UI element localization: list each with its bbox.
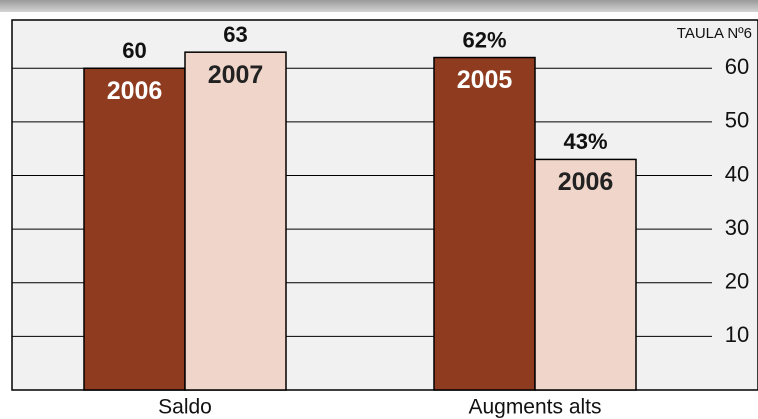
y-tick-label: 30 xyxy=(725,215,749,240)
y-tick-label: 10 xyxy=(725,322,749,347)
bar xyxy=(184,51,287,391)
y-tick-label: 20 xyxy=(725,269,749,294)
x-tick-label: Saldo xyxy=(158,396,212,419)
bar-year-label: 2006 xyxy=(107,77,163,105)
table-label: TAULA Nº6 xyxy=(677,25,752,42)
bar xyxy=(534,158,637,391)
value-label: 63 xyxy=(223,22,247,47)
value-label: 62% xyxy=(462,27,506,52)
header-band xyxy=(0,0,758,12)
value-label: 60 xyxy=(122,38,146,63)
value-label: 43% xyxy=(563,129,607,154)
bar-year-label: 2007 xyxy=(208,61,264,89)
y-tick-label: 50 xyxy=(725,108,749,133)
bar xyxy=(433,56,536,391)
x-tick-label: Augments alts xyxy=(468,396,601,419)
bar-year-label: 2006 xyxy=(558,168,614,196)
bar-year-label: 2005 xyxy=(457,66,513,94)
y-tick-label: 40 xyxy=(725,161,749,186)
bar xyxy=(83,67,186,391)
y-tick-label: 60 xyxy=(725,54,749,79)
